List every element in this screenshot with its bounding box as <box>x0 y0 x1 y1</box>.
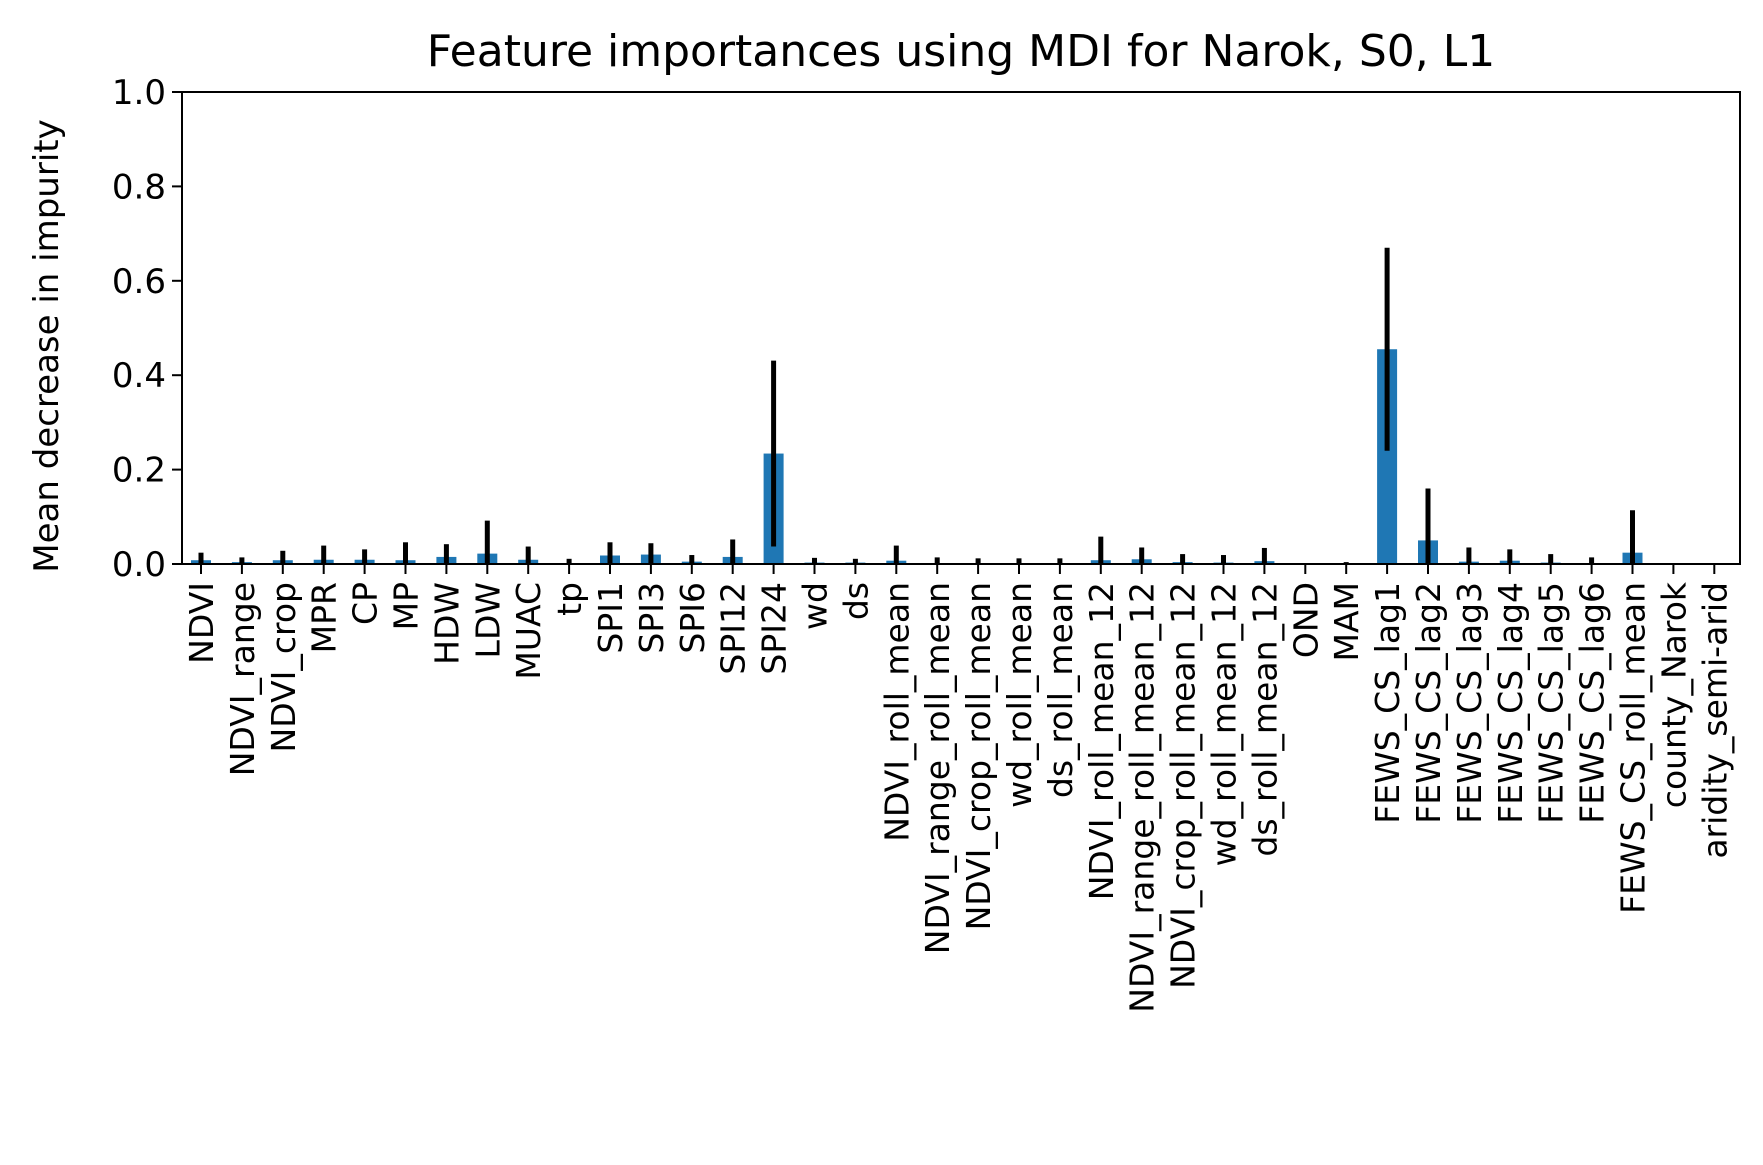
x-tick-label: NDVI_range_roll_mean_12 <box>1123 582 1162 1013</box>
x-tick-label: MP <box>387 582 426 630</box>
x-tick-label: FEWS_CS_lag2 <box>1409 582 1448 824</box>
x-tick-label: NDVI_roll_mean <box>877 582 916 842</box>
bars-group <box>191 349 1643 564</box>
x-tick-label: OND <box>1286 582 1325 658</box>
x-tick-label: FEWS_CS_roll_mean <box>1614 582 1653 914</box>
x-tick-label: LDW <box>468 582 507 658</box>
x-tick-label: NDVI_crop <box>264 582 303 752</box>
x-tick-label: FEWS_CS_lag5 <box>1532 582 1571 824</box>
x-tick-label: NDVI_range <box>223 582 262 776</box>
x-tick-label: CP <box>346 582 385 625</box>
chart-title: Feature importances using MDI for Narok,… <box>427 26 1495 77</box>
x-tick-label: county_Narok <box>1654 581 1693 808</box>
x-tick-label: NDVI <box>182 582 221 664</box>
x-tick-label: SPI24 <box>755 582 794 675</box>
x-tick-label: FEWS_CS_lag6 <box>1573 582 1612 824</box>
x-tick-label: MUAC <box>509 582 548 680</box>
x-tick-label: wd_roll_mean_12 <box>1205 582 1244 866</box>
bar-FEWS_CS_lag1 <box>1377 349 1398 564</box>
x-tick-label: FEWS_CS_lag3 <box>1450 582 1489 824</box>
y-tick-label: 0.2 <box>112 451 166 491</box>
x-tick-label: SPI12 <box>714 582 753 675</box>
x-tick-label: SPI6 <box>673 582 712 654</box>
x-tick-label: aridity_semi-arid <box>1695 582 1734 859</box>
x-tick-label: NDVI_crop_roll_mean_12 <box>1164 582 1203 989</box>
x-tick-label: ds_roll_mean_12 <box>1245 582 1284 857</box>
x-tick-label: ds_roll_mean <box>1041 582 1080 798</box>
x-tick-label: wd_roll_mean <box>1000 582 1039 808</box>
y-tick-label: 0.6 <box>112 262 166 302</box>
x-tick-label: FEWS_CS_lag1 <box>1368 582 1407 824</box>
x-tick-label: NDVI_crop_roll_mean <box>959 582 998 930</box>
x-tick-label: ds <box>836 582 875 620</box>
x-axis-ticks: NDVI NDVI_range NDVI_crop MPR CP MP HDW LDW MUAC… <box>182 564 1734 1013</box>
x-tick-label: wd <box>796 582 835 630</box>
y-axis-ticks: 0.0 0.2 0.4 0.6 0.8 1.0 <box>112 73 182 585</box>
x-tick-label: HDW <box>427 582 466 665</box>
x-tick-label: tp <box>550 582 589 616</box>
x-tick-label: MPR <box>305 582 344 653</box>
y-tick-label: 0.0 <box>112 545 166 585</box>
x-tick-label: SPI1 <box>591 582 630 654</box>
plot-area-frame <box>181 91 1741 565</box>
x-tick-label: MAM <box>1327 582 1366 662</box>
error-bars-group <box>198 247 1635 564</box>
x-tick-label: FEWS_CS_lag4 <box>1491 582 1530 824</box>
y-tick-label: 1.0 <box>112 73 166 113</box>
x-tick-label: NDVI_roll_mean_12 <box>1082 582 1121 900</box>
y-tick-label: 0.8 <box>112 167 166 207</box>
y-tick-label: 0.4 <box>112 356 166 396</box>
y-axis-label: Mean decrease in impurity <box>27 119 67 572</box>
x-tick-label: SPI3 <box>632 582 671 654</box>
x-tick-label: NDVI_range_roll_mean <box>918 582 957 954</box>
